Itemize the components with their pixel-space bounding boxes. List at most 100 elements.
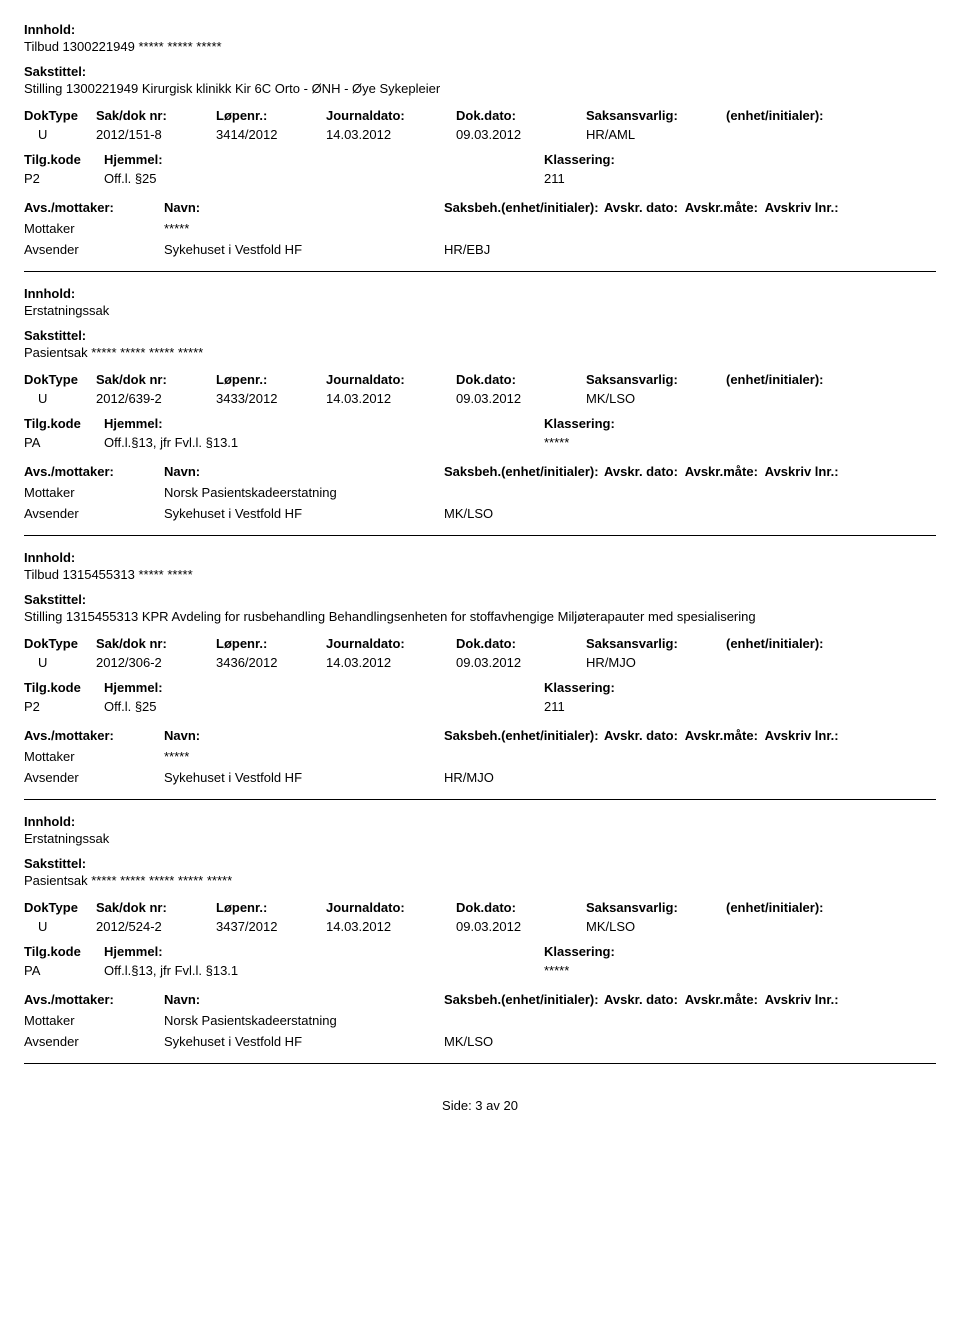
klassering-value: ***** <box>544 963 936 978</box>
innhold-label: Innhold: <box>24 814 936 829</box>
dokdato-header: Dok.dato: <box>456 108 586 123</box>
lopenr-header: Løpenr.: <box>216 108 326 123</box>
journal-record: Innhold: Tilbud 1300221949 ***** ***** *… <box>24 22 936 272</box>
tilg-header-row: Tilg.kode Hjemmel: Klassering: <box>24 944 936 959</box>
avs-header-row: Avs./mottaker: Navn: Saksbeh.(enhet/init… <box>24 200 936 215</box>
meta-value-row: U 2012/524-2 3437/2012 14.03.2012 09.03.… <box>24 919 936 934</box>
mottaker-label: Mottaker <box>24 221 164 236</box>
mottaker-row: Mottaker Norsk Pasientskadeerstatning <box>24 485 936 500</box>
avsmottaker-header: Avs./mottaker: <box>24 200 164 215</box>
saksansvarlig-header: Saksansvarlig: <box>586 108 726 123</box>
klassering-header: Klassering: <box>544 416 936 431</box>
sakdok-header: Sak/dok nr: <box>96 108 216 123</box>
saksbeh-unit: MK/LSO <box>444 506 604 521</box>
doktype-value: U <box>24 919 96 934</box>
mottaker-row: Mottaker Norsk Pasientskadeerstatning <box>24 1013 936 1028</box>
avsender-navn: Sykehuset i Vestfold HF <box>164 242 444 257</box>
tilg-value-row: PA Off.l.§13, jfr Fvl.l. §13.1 ***** <box>24 435 936 450</box>
hjemmel-value: Off.l. §25 <box>104 171 544 186</box>
sakdok-value: 2012/524-2 <box>96 919 216 934</box>
page-footer: Side: 3 av 20 <box>24 1098 936 1113</box>
hjemmel-value: Off.l.§13, jfr Fvl.l. §13.1 <box>104 963 544 978</box>
hjemmel-header: Hjemmel: <box>104 944 544 959</box>
meta-value-row: U 2012/639-2 3433/2012 14.03.2012 09.03.… <box>24 391 936 406</box>
mottaker-navn: Norsk Pasientskadeerstatning <box>164 1013 444 1028</box>
records-container: Innhold: Tilbud 1300221949 ***** ***** *… <box>24 22 936 1064</box>
lopenr-value: 3436/2012 <box>216 655 326 670</box>
avsender-navn: Sykehuset i Vestfold HF <box>164 506 444 521</box>
dokdato-header: Dok.dato: <box>456 636 586 651</box>
lopenr-value: 3433/2012 <box>216 391 326 406</box>
tilgkode-value: PA <box>24 963 104 978</box>
lopenr-value: 3414/2012 <box>216 127 326 142</box>
mottaker-label: Mottaker <box>24 1013 164 1028</box>
saksansvarlig-header: Saksansvarlig: <box>586 372 726 387</box>
klassering-header: Klassering: <box>544 152 936 167</box>
sakdok-header: Sak/dok nr: <box>96 372 216 387</box>
dokdato-value: 09.03.2012 <box>456 919 586 934</box>
saksbeh-unit: HR/EBJ <box>444 242 604 257</box>
saksbeh-header: Saksbeh.(enhet/initialer): <box>444 464 604 479</box>
avskr-headers: Avskr. dato: Avskr.måte: Avskriv lnr.: <box>604 200 936 215</box>
avsender-navn: Sykehuset i Vestfold HF <box>164 770 444 785</box>
tilgkode-header: Tilg.kode <box>24 416 104 431</box>
saksansvarlig-value: HR/MJO <box>586 655 726 670</box>
avsender-label: Avsender <box>24 770 164 785</box>
innhold-value: Tilbud 1315455313 ***** ***** <box>24 567 936 582</box>
hjemmel-header: Hjemmel: <box>104 152 544 167</box>
saksbeh-unit: HR/MJO <box>444 770 604 785</box>
journaldato-header: Journaldato: <box>326 900 456 915</box>
doktype-header: DokType <box>24 108 96 123</box>
navn-header: Navn: <box>164 464 444 479</box>
klassering-value: 211 <box>544 699 936 714</box>
avsender-label: Avsender <box>24 242 164 257</box>
sakdok-value: 2012/306-2 <box>96 655 216 670</box>
saksbeh-header: Saksbeh.(enhet/initialer): <box>444 728 604 743</box>
mottaker-label: Mottaker <box>24 749 164 764</box>
journaldato-header: Journaldato: <box>326 636 456 651</box>
avsender-row: Avsender Sykehuset i Vestfold HF MK/LSO <box>24 1034 936 1049</box>
hjemmel-value: Off.l. §25 <box>104 699 544 714</box>
navn-header: Navn: <box>164 200 444 215</box>
saksbeh-unit: MK/LSO <box>444 1034 604 1049</box>
saksansvarlig-value: MK/LSO <box>586 391 726 406</box>
hjemmel-header: Hjemmel: <box>104 416 544 431</box>
lopenr-header: Løpenr.: <box>216 900 326 915</box>
innhold-label: Innhold: <box>24 22 936 37</box>
sakdok-header: Sak/dok nr: <box>96 900 216 915</box>
innhold-label: Innhold: <box>24 550 936 565</box>
hjemmel-value: Off.l.§13, jfr Fvl.l. §13.1 <box>104 435 544 450</box>
tilg-value-row: P2 Off.l. §25 211 <box>24 171 936 186</box>
meta-header-row: DokType Sak/dok nr: Løpenr.: Journaldato… <box>24 636 936 651</box>
mottaker-navn: Norsk Pasientskadeerstatning <box>164 485 444 500</box>
meta-value-row: U 2012/306-2 3436/2012 14.03.2012 09.03.… <box>24 655 936 670</box>
dokdato-value: 09.03.2012 <box>456 655 586 670</box>
tilg-value-row: P2 Off.l. §25 211 <box>24 699 936 714</box>
sakstittel-label: Sakstittel: <box>24 856 936 871</box>
avskr-headers: Avskr. dato: Avskr.måte: Avskriv lnr.: <box>604 728 936 743</box>
sakstittel-label: Sakstittel: <box>24 592 936 607</box>
avsender-navn: Sykehuset i Vestfold HF <box>164 1034 444 1049</box>
sakstittel-value: Stilling 1315455313 KPR Avdeling for rus… <box>24 609 936 624</box>
sakstittel-value: Pasientsak ***** ***** ***** ***** <box>24 345 936 360</box>
meta-header-row: DokType Sak/dok nr: Løpenr.: Journaldato… <box>24 900 936 915</box>
saksbeh-header: Saksbeh.(enhet/initialer): <box>444 992 604 1007</box>
navn-header: Navn: <box>164 728 444 743</box>
page-number: Side: 3 av 20 <box>442 1098 518 1113</box>
journaldato-value: 14.03.2012 <box>326 127 456 142</box>
avskr-headers: Avskr. dato: Avskr.måte: Avskriv lnr.: <box>604 992 936 1007</box>
tilgkode-header: Tilg.kode <box>24 680 104 695</box>
doktype-header: DokType <box>24 900 96 915</box>
avs-header-row: Avs./mottaker: Navn: Saksbeh.(enhet/init… <box>24 464 936 479</box>
navn-header: Navn: <box>164 992 444 1007</box>
doktype-value: U <box>24 391 96 406</box>
enhet-header: (enhet/initialer): <box>726 900 936 915</box>
sakstittel-label: Sakstittel: <box>24 64 936 79</box>
avsmottaker-header: Avs./mottaker: <box>24 464 164 479</box>
saksbeh-header: Saksbeh.(enhet/initialer): <box>444 200 604 215</box>
sakdok-value: 2012/151-8 <box>96 127 216 142</box>
lopenr-header: Løpenr.: <box>216 372 326 387</box>
dokdato-value: 09.03.2012 <box>456 127 586 142</box>
avs-header-row: Avs./mottaker: Navn: Saksbeh.(enhet/init… <box>24 728 936 743</box>
meta-value-row: U 2012/151-8 3414/2012 14.03.2012 09.03.… <box>24 127 936 142</box>
